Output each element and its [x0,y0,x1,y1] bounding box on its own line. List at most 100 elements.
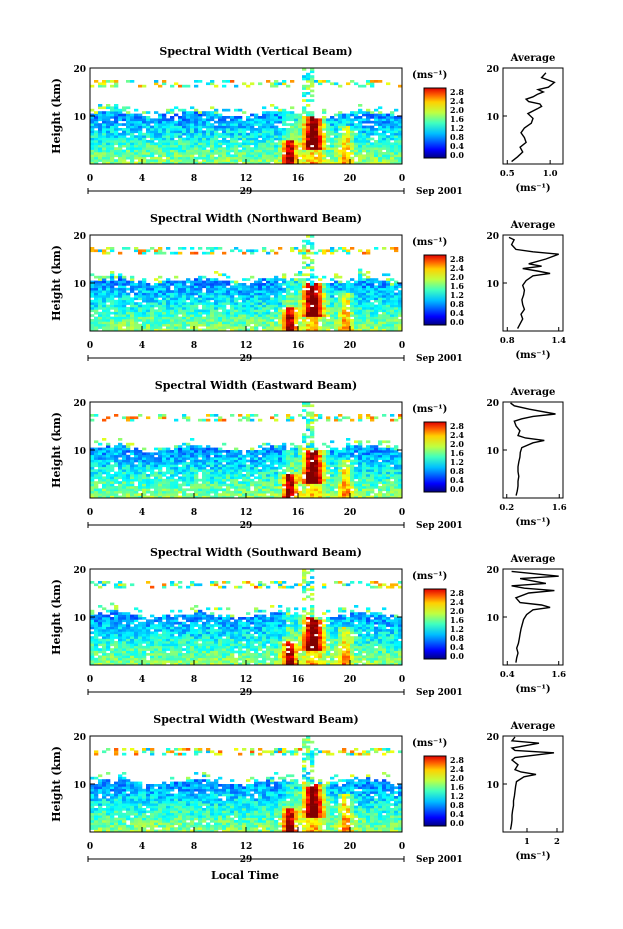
heatmap-cell [222,108,227,112]
heatmap-cell [338,469,343,472]
heatmap-cell [290,302,295,305]
heatmap-cell [146,120,151,124]
heatmap-cell [186,152,191,155]
heatmap-cell [126,280,131,284]
heatmap-cell [310,261,315,265]
heatmap-cell [130,147,135,150]
heatmap-cell [262,328,267,332]
heatmap-cell [370,307,375,310]
heatmap-cell [330,152,335,155]
heatmap-cell [330,471,335,475]
heatmap-cell [306,266,311,269]
heatmap [90,402,403,499]
heatmap-cell [166,295,171,298]
heatmap-cell [222,149,227,153]
heatmap-cell [134,311,139,315]
heatmap-cell [326,466,331,470]
heatmap-cell [314,326,319,329]
heatmap-cell [110,328,115,332]
heatmap-cell [390,130,395,134]
heatmap-cell [226,280,231,284]
heatmap-cell [250,152,255,155]
heatmap-cell [118,137,123,141]
heatmap-cell [346,323,351,327]
heatmap-cell [94,304,99,308]
heatmap-cell [266,295,271,298]
heatmap-cell [186,154,191,158]
heatmap-cell [162,459,167,463]
heatmap-cell [122,299,127,303]
heatmap-cell [274,149,279,153]
heatmap-cell [94,142,99,146]
heatmap-cell [354,319,359,322]
heatmap-cell [378,326,383,329]
heatmap-cell [334,311,339,315]
heatmap-cell [110,80,115,83]
heatmap-cell [286,159,291,162]
heatmap-cell [242,493,247,496]
heatmap-cell [202,149,207,153]
heatmap-cell [102,156,107,160]
heatmap-cell [282,137,287,141]
heatmap-cell [226,483,231,487]
heatmap-cell [142,299,147,303]
heatmap-cell [326,481,331,484]
average-title: Average [510,220,556,231]
heatmap-cell [346,457,351,460]
heatmap-cell [354,137,359,141]
heatmap-cell [174,464,179,468]
heatmap-cell [294,149,299,153]
heatmap-cell [202,118,207,122]
heatmap-cell [322,135,327,138]
heatmap-cell [94,123,99,126]
heatmap-cell [118,290,123,293]
heatmap-cell [266,156,271,160]
heatmap-cell [146,285,151,289]
heatmap-cell [234,292,239,296]
heatmap-cell [390,316,395,320]
heatmap-cell [286,319,291,322]
heatmap-cell [206,488,211,492]
heatmap-cell [294,159,299,162]
heatmap-cell [262,283,267,286]
heatmap-cell [118,292,123,296]
heatmap-cell [362,295,367,298]
heatmap-cell [230,495,235,499]
heatmap-cell [326,469,331,472]
heatmap-cell [106,280,111,284]
heatmap-cell [126,450,131,453]
heatmap-cell [354,149,359,153]
heatmap-cell [358,314,363,317]
heatmap-cell [334,154,339,158]
heatmap-cell [302,307,307,310]
heatmap-cell [178,144,183,148]
heatmap-cell [194,445,199,448]
heatmap-cell [102,80,107,83]
heatmap-cell [154,490,159,494]
heatmap-cell [214,454,219,458]
heatmap-cell [218,476,223,480]
heatmap-cell [154,295,159,298]
heatmap-cell [194,316,199,320]
heatmap-cell [358,450,363,453]
heatmap-cell [162,147,167,150]
heatmap-cell [138,251,143,255]
heatmap-cell [326,328,331,332]
heatmap-cell [306,323,311,327]
heatmap-cell [298,118,303,122]
heatmap-cell [182,111,187,114]
heatmap-cell [390,125,395,129]
heatmap-cell [262,287,267,291]
heatmap-cell [350,452,355,456]
heatmap-cell [338,142,343,146]
heatmap-cell [318,493,323,496]
heatmap-cell [322,118,327,122]
heatmap-cell [114,495,119,499]
heatmap-cell [282,290,287,293]
heatmap-cell [190,140,195,143]
heatmap-cell [382,319,387,322]
heatmap-cell [126,490,131,494]
heatmap-cell [242,82,247,86]
heatmap-cell [398,156,403,160]
heatmap-cell [374,290,379,293]
